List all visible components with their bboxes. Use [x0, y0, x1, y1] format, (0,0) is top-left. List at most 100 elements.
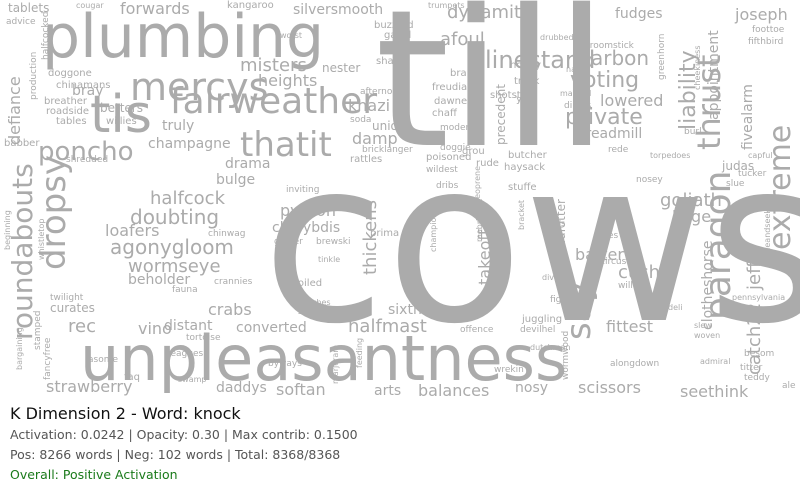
cloud-word: jeff	[744, 261, 765, 291]
cloud-word: greenhorn	[657, 34, 667, 80]
cloud-word: willies	[106, 116, 137, 127]
cloud-word: blighty	[465, 70, 484, 125]
cloud-word: drubbed	[540, 33, 574, 42]
cloud-word: grou	[462, 146, 485, 157]
cloud-word: dawned	[434, 96, 474, 107]
cloud-word: afternoon	[360, 87, 404, 97]
cloud-word: besom	[744, 349, 774, 359]
cloud-word: fifthbird	[748, 37, 783, 47]
cloud-word: fairweather	[170, 81, 377, 122]
cloud-word: wormwood	[561, 331, 571, 380]
cloud-word: production	[29, 52, 39, 100]
cloud-word: liability	[676, 50, 701, 130]
cloud-word: carbon	[580, 46, 649, 70]
cloud-word: charybdis	[272, 220, 340, 236]
cloud-word: butcher	[508, 150, 548, 161]
cloud-word: soda	[350, 115, 371, 125]
cloud-word: circuses	[600, 257, 637, 267]
cloud-word: dynamite	[447, 2, 532, 23]
cloud-word: worst	[280, 31, 302, 40]
cloud-word: chaff	[432, 108, 458, 119]
cloud-word: distant	[164, 318, 213, 334]
cloud-word: married	[560, 89, 591, 98]
cloud-word: nosy	[515, 380, 548, 396]
cloud-word: strawberry	[46, 377, 132, 396]
cloud-word: private	[565, 105, 643, 130]
cloud-word: figs	[550, 295, 566, 305]
cloud-word: fauna	[172, 285, 198, 295]
cloud-word: roadside	[46, 106, 89, 117]
cloud-word: rattles	[350, 154, 382, 165]
cloud-word: willin	[618, 281, 641, 291]
cloud-word: halfmast	[348, 316, 427, 337]
cloud-word: bray	[72, 83, 104, 99]
cloud-word: dads	[546, 219, 565, 228]
cloud-word: gipper	[274, 237, 303, 247]
cloud-word: appointment	[706, 30, 722, 120]
cloud-word: treadmill	[580, 126, 642, 142]
cloud-word: tables	[56, 116, 87, 127]
cloud-word: goliath	[660, 190, 722, 211]
cloud-word: kangaroo	[227, 0, 274, 11]
cloud-word: badfotter	[554, 199, 568, 255]
cloud-word: halfcocked	[41, 12, 51, 60]
cloud-word: doubting	[130, 205, 219, 229]
cloud-word: sharks	[376, 56, 409, 67]
cloud-word: beholder	[128, 272, 190, 288]
cloud-word: rede	[608, 145, 629, 155]
cloud-word: diving	[542, 273, 566, 282]
cloud-word: admiral	[700, 357, 730, 366]
cloud-word: clotheshorse	[700, 240, 716, 330]
cloud-word: cushy	[618, 262, 671, 283]
cloud-word: tinkle	[318, 255, 340, 264]
info-panel: K Dimension 2 - Word: knock Activation: …	[10, 403, 790, 485]
cloud-word: joes	[599, 231, 619, 241]
cloud-word: halfcock	[150, 188, 226, 209]
cloud-word: gavel	[384, 30, 411, 41]
cloud-word: trumpets	[428, 1, 465, 10]
cloud-word: poisoned	[426, 152, 471, 163]
cloud-word: advice	[6, 17, 36, 27]
cloud-word: wrekin	[494, 365, 524, 375]
cloud-word: plumbing	[42, 2, 324, 72]
cloud-word: rude	[476, 158, 499, 169]
cloud-word: inviting	[286, 185, 319, 195]
cloud-word: takeoff	[475, 229, 494, 285]
cloud-word: byways	[268, 359, 302, 369]
cloud-word: shredded	[66, 155, 108, 165]
cloud-word: thatit	[240, 125, 332, 165]
cloud-word: daddys	[216, 380, 267, 396]
cloud-word: scram	[298, 307, 323, 316]
cloud-word: titter	[740, 363, 763, 373]
cloud-word: joseph	[734, 5, 788, 24]
cloud-word: silversmooth	[293, 2, 383, 18]
cloud-word: alongdown	[610, 359, 659, 369]
cloud-word: unpleasantness	[80, 322, 567, 395]
cloud-word: doggone	[48, 68, 92, 79]
cloud-word: torpedoes	[650, 151, 690, 160]
cloud-word: afoul	[440, 29, 485, 50]
cloud-word: slue	[726, 179, 745, 189]
cloud-word: tubetubes	[290, 298, 331, 307]
cloud-word: bulge	[216, 172, 255, 188]
cloud-word: offence	[460, 325, 494, 335]
cloud-word: tis	[90, 85, 152, 145]
cloud-word: faq	[124, 372, 140, 383]
cloud-word: woven	[694, 331, 720, 340]
dimension-title: K Dimension 2 - Word: knock	[10, 404, 241, 423]
cloud-word: yall	[516, 94, 534, 105]
cloud-word: fivealarm	[740, 84, 756, 150]
cloud-word: betters	[100, 101, 143, 115]
cloud-word: freudian	[432, 82, 474, 93]
cloud-word: sixth	[388, 302, 422, 318]
cloud-word: mercys	[130, 65, 268, 109]
cloud-word: neoprene	[473, 166, 482, 204]
cloud-word: track	[514, 76, 540, 87]
cloud-word: balances	[418, 381, 489, 400]
cloud-word: converted	[236, 320, 307, 336]
cloud-word: juggling	[521, 314, 562, 325]
cloud-word: voting	[570, 68, 639, 93]
cloud-word: tortoise	[186, 333, 221, 343]
cloud-word: dribs	[436, 181, 459, 191]
cloud-word: buzzard	[374, 20, 414, 31]
